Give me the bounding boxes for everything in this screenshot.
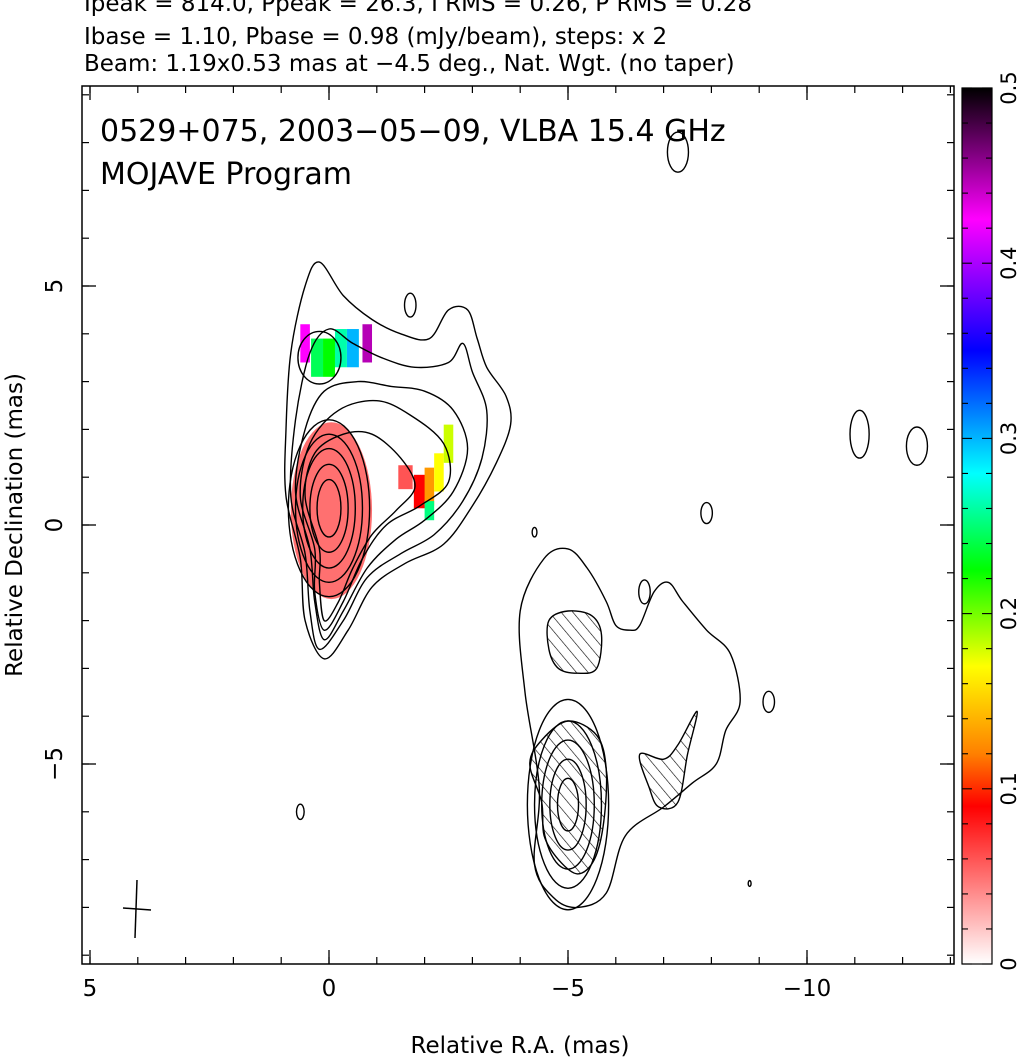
colorbar-tick-label: 0.5 <box>997 71 1021 104</box>
y-axis-label: Relative Declination (mas) <box>2 373 28 677</box>
jet-outer-contour <box>518 547 741 909</box>
contour-line <box>638 579 651 605</box>
hatched-region <box>546 610 603 675</box>
polarization-patch <box>311 338 324 377</box>
x-tick-label: 5 <box>83 976 98 1002</box>
contour-layer <box>284 131 929 911</box>
x-tick-label: 0 <box>322 976 337 1002</box>
x-axis-ticks: 5 0 −5 −10 <box>83 86 832 1002</box>
colorbar-tick-label: 0.1 <box>997 772 1021 805</box>
contour-line <box>905 426 929 466</box>
header-line-3: Beam: 1.19x0.53 mas at −4.5 deg., Nat. W… <box>84 51 735 77</box>
colorbar-tick-label: 0.2 <box>997 597 1021 630</box>
y-tick-label: 0 <box>42 518 68 533</box>
x-tick-label: −10 <box>783 976 832 1002</box>
colorbar-tick-label: 0 <box>997 957 1021 970</box>
polarization-patch <box>424 467 435 506</box>
contour-line <box>287 419 371 598</box>
minor-ticks <box>82 86 954 964</box>
contour-line <box>531 526 538 538</box>
hatched-region <box>638 710 698 810</box>
y-tick-label: 5 <box>42 279 68 294</box>
contour-line <box>762 690 776 714</box>
polarization-patch <box>434 453 444 492</box>
polarization-patch <box>323 338 335 377</box>
contour-line <box>299 399 452 631</box>
contour-line <box>700 501 714 525</box>
contour-line <box>294 433 364 584</box>
colorbar-tick-label: 0.3 <box>997 422 1021 455</box>
polarization-patch <box>443 424 454 463</box>
polarization-patch <box>398 465 413 490</box>
colorbar-ticks: 0 0.1 0.2 0.3 0.4 0.5 <box>962 71 1021 971</box>
y-tick-label: −5 <box>42 747 68 781</box>
chart-subtitle: MOJAVE Program <box>100 157 352 192</box>
contour-line <box>289 328 488 650</box>
polarization-patch <box>362 324 373 363</box>
x-tick-label: −5 <box>551 976 585 1002</box>
header-line-1: Ipeak = 814.0, Ppeak = 26.3, I RMS = 0.2… <box>84 0 753 17</box>
contour-line <box>297 330 342 385</box>
contour-line <box>747 879 752 888</box>
contour-line <box>666 131 690 173</box>
y-axis-ticks: 5 0 −5 <box>42 279 954 781</box>
contour-line <box>403 292 417 318</box>
contour-line <box>295 803 305 821</box>
contour-line <box>302 447 356 569</box>
polarization-patch <box>346 329 359 368</box>
header-line-2: Ibase = 1.10, Pbase = 0.98 (mJy/beam), s… <box>84 24 668 50</box>
polarization-patch <box>300 324 310 363</box>
contour-line <box>309 463 349 553</box>
contour-line <box>849 409 870 459</box>
plot-frame <box>81 85 955 965</box>
contour-line <box>526 698 610 911</box>
colorbar-tick-label: 0.4 <box>997 246 1021 279</box>
contour-line <box>294 380 469 641</box>
contour-line <box>304 430 416 622</box>
polarization-patch <box>413 474 426 509</box>
polarization-patch <box>424 501 435 521</box>
hatched-region <box>529 720 607 874</box>
x-axis-label: Relative R.A. (mas) <box>411 1033 630 1059</box>
beam-marker <box>122 879 152 939</box>
colorbar <box>961 87 993 965</box>
contour-line <box>284 261 512 660</box>
contour-line <box>316 478 342 538</box>
polarization-patch <box>334 329 347 368</box>
chart-title: 0529+075, 2003−05−09, VLBA 15.4 GHz <box>100 114 726 149</box>
